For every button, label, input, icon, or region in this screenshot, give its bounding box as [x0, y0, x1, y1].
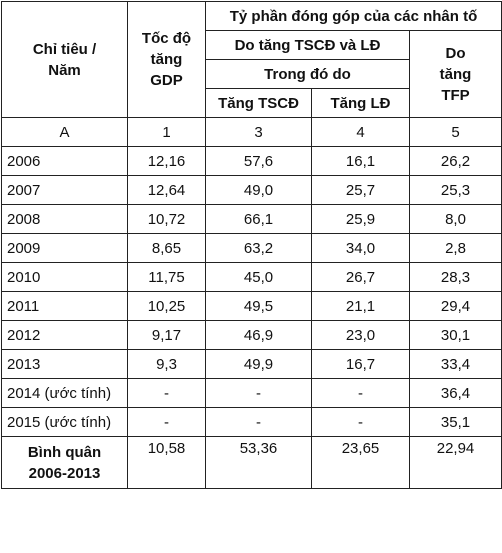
row-ld: 21,1	[311, 291, 410, 321]
header-tfp: Do tăng TFP	[408, 30, 502, 118]
row-ld: 34,0	[311, 233, 410, 263]
average-row: Bình quân 2006-2013 10,58 53,36 23,65 22…	[1, 436, 502, 489]
average-label-line1: Bình quân	[27, 443, 102, 461]
column-index-cell: A	[1, 117, 128, 147]
row-ld: -	[311, 378, 410, 408]
header-gdp-growth-label: Tốc độ tăng GDP	[141, 30, 192, 89]
column-index-cell: 3	[205, 117, 312, 147]
table-row: 2010 11,75 45,0 26,7 28,3	[1, 262, 502, 292]
row-ld: 16,1	[311, 146, 410, 176]
row-tfp: 29,4	[408, 291, 502, 321]
table-row: 2007 12,64 49,0 25,7 25,3	[1, 175, 502, 205]
row-gdp: 10,25	[127, 291, 206, 321]
column-index-cell: 4	[311, 117, 410, 147]
row-year: 2013	[1, 349, 128, 379]
header-indicator: Chỉ tiêu / Năm	[1, 1, 128, 118]
column-index-cell: 1	[127, 117, 206, 147]
row-year: 2009	[1, 233, 128, 263]
row-tscd: 66,1	[205, 204, 312, 234]
row-ld: -	[311, 407, 410, 437]
row-tfp: 25,3	[408, 175, 502, 205]
table-row: 2008 10,72 66,1 25,9 8,0	[1, 204, 502, 234]
row-year: 2006	[1, 146, 128, 176]
row-tscd: 49,9	[205, 349, 312, 379]
table-row: 2015 (ước tính) - - - 35,1	[1, 407, 502, 437]
table-row: 2009 8,65 63,2 34,0 2,8	[1, 233, 502, 263]
header-of-which: Trong đó do	[205, 59, 410, 89]
row-gdp: -	[127, 378, 206, 408]
row-gdp: 8,65	[127, 233, 206, 263]
row-tscd: 46,9	[205, 320, 312, 350]
average-label: Bình quân 2006-2013	[1, 436, 128, 489]
row-year: 2012	[1, 320, 128, 350]
average-gdp: 10,58	[127, 436, 206, 489]
row-tfp: 28,3	[408, 262, 502, 292]
row-tfp: 2,8	[408, 233, 502, 263]
row-ld: 25,9	[311, 204, 410, 234]
row-year: 2014 (ước tính)	[1, 378, 128, 408]
row-gdp: -	[127, 407, 206, 437]
row-tfp: 26,2	[408, 146, 502, 176]
row-gdp: 10,72	[127, 204, 206, 234]
header-tfp-label: Do tăng TFP	[439, 44, 472, 104]
contribution-table: Chỉ tiêu / Năm Tốc độ tăng GDP Tỷ phần đ…	[1, 1, 502, 489]
row-tscd: 49,0	[205, 175, 312, 205]
row-tscd: 57,6	[205, 146, 312, 176]
row-year: 2011	[1, 291, 128, 321]
row-year: 2008	[1, 204, 128, 234]
average-tfp: 22,94	[408, 436, 502, 489]
table-row: 2013 9,3 49,9 16,7 33,4	[1, 349, 502, 379]
table-row: 2006 12,16 57,6 16,1 26,2	[1, 146, 502, 176]
header-labor: Tăng LĐ	[311, 88, 410, 118]
column-index-cell: 5	[408, 117, 502, 147]
average-tscd: 53,36	[205, 436, 312, 489]
row-tscd: -	[205, 378, 312, 408]
row-tscd: 63,2	[205, 233, 312, 263]
average-ld: 23,65	[311, 436, 410, 489]
column-index-row: A 1 3 4 5	[1, 117, 502, 147]
row-year: 2010	[1, 262, 128, 292]
row-ld: 23,0	[311, 320, 410, 350]
row-gdp: 9,3	[127, 349, 206, 379]
row-tfp: 35,1	[408, 407, 502, 437]
row-ld: 16,7	[311, 349, 410, 379]
row-gdp: 9,17	[127, 320, 206, 350]
row-gdp: 12,16	[127, 146, 206, 176]
header-fixed-assets: Tăng TSCĐ	[205, 88, 312, 118]
row-tfp: 33,4	[408, 349, 502, 379]
header-capital-labor: Do tăng TSCĐ và LĐ	[205, 30, 410, 60]
row-ld: 26,7	[311, 262, 410, 292]
row-tfp: 36,4	[408, 378, 502, 408]
row-tscd: 45,0	[205, 262, 312, 292]
row-gdp: 11,75	[127, 262, 206, 292]
row-year: 2007	[1, 175, 128, 205]
row-gdp: 12,64	[127, 175, 206, 205]
table-row: 2012 9,17 46,9 23,0 30,1	[1, 320, 502, 350]
average-label-line2: 2006-2013	[28, 464, 101, 482]
table-row: 2011 10,25 49,5 21,1 29,4	[1, 291, 502, 321]
row-tscd: -	[205, 407, 312, 437]
row-year: 2015 (ước tính)	[1, 407, 128, 437]
header-indicator-label: Chỉ tiêu / Năm	[32, 40, 97, 79]
row-ld: 25,7	[311, 175, 410, 205]
row-tfp: 30,1	[408, 320, 502, 350]
header-contribution: Tỷ phần đóng góp của các nhân tố	[204, 1, 502, 31]
table-row: 2014 (ước tính) - - - 36,4	[1, 378, 502, 408]
row-tscd: 49,5	[205, 291, 312, 321]
header-gdp-growth: Tốc độ tăng GDP	[127, 1, 206, 118]
row-tfp: 8,0	[408, 204, 502, 234]
